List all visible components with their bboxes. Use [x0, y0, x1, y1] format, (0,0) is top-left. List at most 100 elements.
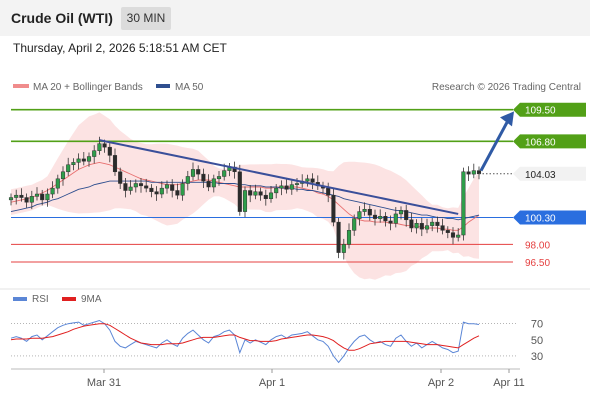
- candle-body: [159, 187, 164, 195]
- candle-body: [211, 178, 216, 188]
- candle-body: [55, 178, 60, 189]
- legend-rsi-label: RSI: [32, 294, 49, 305]
- candle-body: [466, 171, 471, 175]
- candle-body: [435, 221, 440, 226]
- candle-body: [398, 210, 404, 215]
- level-label-98.00: 98.00: [525, 240, 550, 251]
- candle-body: [14, 194, 19, 198]
- candle-body: [24, 197, 29, 203]
- candle-body: [346, 230, 352, 245]
- candle-body: [461, 171, 466, 236]
- rsi-9ma-line: [10, 323, 480, 351]
- candle-body: [248, 190, 253, 196]
- watermark: Research © 2026 Trading Central: [432, 82, 581, 93]
- candle-body: [404, 210, 409, 221]
- candle-body: [289, 184, 294, 190]
- level-label-109.50: 109.50: [525, 106, 556, 117]
- candle-body: [237, 171, 242, 212]
- rsi-tick-70: 70: [531, 319, 543, 331]
- candle-body: [357, 211, 362, 219]
- level-tag-104.03: [513, 166, 586, 181]
- trendline: [99, 139, 459, 215]
- candle-body: [60, 171, 66, 180]
- candle-body: [185, 176, 190, 184]
- instrument-title: Crude Oil (WTI): [11, 10, 113, 26]
- candle-body: [149, 187, 154, 192]
- candle-body: [107, 146, 112, 156]
- x-label-0: Mar 31: [87, 377, 121, 389]
- candle-body: [445, 230, 450, 233]
- candle-body: [336, 221, 341, 253]
- interval-button[interactable]: 30 MIN: [121, 7, 171, 30]
- candle-body: [383, 216, 388, 222]
- candle-body: [76, 158, 81, 163]
- candle-body: [86, 156, 92, 162]
- candle-body: [128, 186, 133, 191]
- candle-body: [216, 176, 222, 180]
- candle-body: [29, 196, 34, 203]
- candle-body: [242, 190, 248, 212]
- candle-body: [393, 213, 398, 224]
- chart-header: Crude Oil (WTI) 30 MIN: [0, 0, 590, 36]
- candle-body: [456, 234, 461, 238]
- candle-body: [409, 219, 414, 229]
- candle-body: [144, 185, 149, 189]
- candle-body: [190, 169, 196, 177]
- candle-body: [378, 216, 383, 219]
- candle-body: [471, 170, 476, 175]
- candle-body: [170, 184, 175, 191]
- candle-body: [40, 193, 45, 201]
- candle-body: [34, 193, 40, 197]
- chart-datetime: Thursday, April 2, 2026 5:18:51 AM CET: [13, 41, 227, 55]
- candle-body: [50, 187, 55, 195]
- candle-body: [138, 183, 144, 187]
- candle-body: [81, 158, 86, 162]
- legend-ma50-label: MA 50: [175, 82, 204, 93]
- candle-body: [222, 170, 227, 177]
- candle-body: [450, 232, 456, 238]
- candle-body: [341, 244, 346, 253]
- legend-ma20-label: MA 20 + Bollinger Bands: [33, 82, 143, 93]
- candle-body: [201, 173, 206, 182]
- candle-body: [123, 183, 128, 191]
- level-label-96.50: 96.50: [525, 258, 550, 269]
- candle-body: [206, 180, 211, 188]
- candle-body: [102, 143, 107, 148]
- legend-ma20-swatch: [13, 84, 29, 88]
- rsi-line: [10, 319, 480, 364]
- candle-body: [118, 171, 123, 184]
- rsi-tick-30: 30: [531, 351, 543, 363]
- x-label-2: Apr 2: [428, 377, 454, 389]
- candle-body: [414, 223, 419, 229]
- candle-body: [367, 209, 372, 216]
- candle-body: [419, 223, 424, 230]
- candle-body: [8, 197, 14, 201]
- x-label-3: Apr 11: [493, 377, 525, 389]
- level-label-106.80: 106.80: [525, 137, 556, 148]
- level-tag-106.80: [513, 134, 586, 149]
- level-label-100.30: 100.30: [525, 213, 556, 224]
- candle-body: [274, 187, 279, 194]
- candle-body: [19, 194, 24, 198]
- legend-9ma-label: 9MA: [81, 294, 102, 305]
- forecast-arrow-head: [500, 111, 514, 127]
- candle-body: [180, 183, 185, 196]
- candle-body: [279, 185, 284, 189]
- candle-body: [258, 191, 263, 196]
- candle-body: [352, 218, 357, 231]
- candle-body: [424, 225, 430, 230]
- legend-rsi-swatch: [13, 297, 27, 301]
- candle-body: [268, 192, 274, 199]
- candle-body: [430, 221, 435, 226]
- candle-body: [372, 214, 378, 219]
- candle-body: [66, 164, 71, 173]
- candle-body: [440, 225, 445, 231]
- candle-body: [97, 143, 102, 151]
- candle-body: [331, 194, 336, 223]
- candle-body: [112, 155, 118, 173]
- level-tag-109.50: [513, 102, 586, 117]
- candle-body: [310, 178, 315, 183]
- candle-body: [196, 169, 201, 175]
- candle-body: [284, 185, 289, 190]
